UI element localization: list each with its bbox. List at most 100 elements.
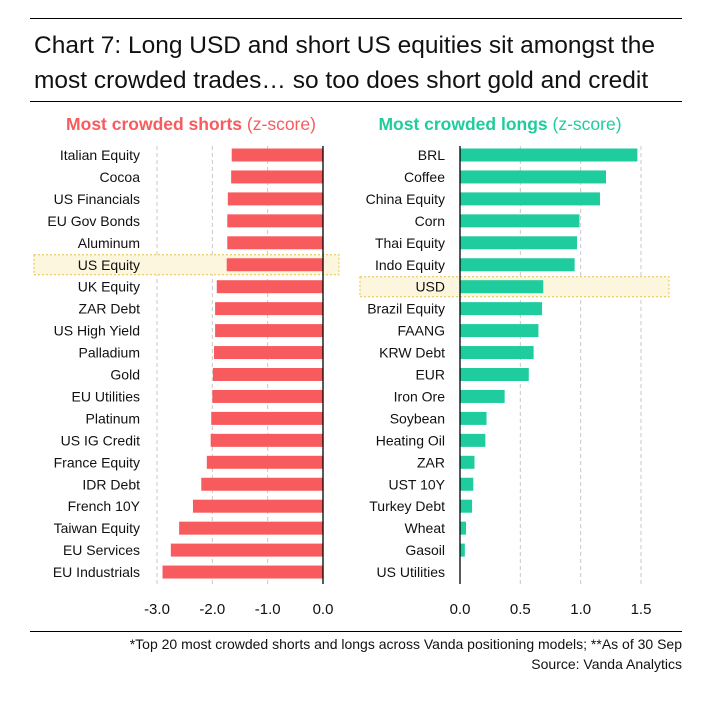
longs-category-label: Brazil Equity bbox=[367, 301, 445, 317]
longs-category-label: Wheat bbox=[405, 520, 446, 536]
longs-category-label: Iron Ore bbox=[394, 388, 446, 404]
longs-bar bbox=[460, 236, 578, 250]
shorts-bar bbox=[211, 411, 323, 425]
longs-bar bbox=[460, 389, 505, 403]
shorts-category-label: UK Equity bbox=[78, 279, 140, 295]
shorts-category-label: EU Gov Bonds bbox=[47, 213, 140, 229]
shorts-bar bbox=[227, 214, 323, 228]
shorts-category-label: US IG Credit bbox=[61, 432, 140, 448]
longs-category-label: FAANG bbox=[398, 323, 445, 339]
longs-bar bbox=[460, 411, 487, 425]
shorts-category-label: Palladium bbox=[79, 345, 140, 361]
shorts-category-label: Italian Equity bbox=[60, 147, 140, 163]
longs-bar bbox=[460, 499, 473, 513]
shorts-bar bbox=[231, 170, 323, 184]
shorts-category-label: EU Industrials bbox=[53, 564, 140, 580]
longs-panel: Most crowded longs (z-score) BRL Coffee Chi… bbox=[359, 114, 670, 618]
longs-bar bbox=[460, 148, 638, 162]
shorts-category-label: US Financials bbox=[54, 191, 140, 207]
shorts-tick-label: 0.0 bbox=[313, 601, 334, 618]
longs-category-label: BRL bbox=[418, 147, 445, 163]
shorts-bar bbox=[162, 565, 323, 579]
longs-panel-title-unit: (z-score) bbox=[548, 114, 622, 134]
shorts-category-label: Cocoa bbox=[100, 169, 141, 185]
longs-bar bbox=[460, 170, 607, 184]
longs-category-label: UST 10Y bbox=[388, 476, 445, 492]
longs-category-label: Thai Equity bbox=[375, 235, 445, 251]
longs-category-label: Heating Oil bbox=[376, 432, 445, 448]
chart-area: Most crowded shorts (z-score) Italian Equ… bbox=[33, 114, 670, 618]
shorts-bar bbox=[212, 389, 323, 403]
shorts-bar bbox=[215, 302, 323, 316]
shorts-bar bbox=[213, 346, 323, 360]
longs-panel-title: Most crowded longs (z-score) bbox=[378, 114, 621, 134]
longs-bar bbox=[460, 455, 475, 469]
longs-panel-title-main: Most crowded longs bbox=[378, 114, 547, 134]
title-rule bbox=[30, 101, 682, 102]
shorts-bar bbox=[227, 236, 323, 250]
source-note: Source: Vanda Analytics bbox=[531, 656, 682, 672]
shorts-panel-title: Most crowded shorts (z-score) bbox=[66, 114, 316, 134]
shorts-bar bbox=[201, 477, 323, 491]
shorts-tick-label: -2.0 bbox=[199, 601, 225, 618]
shorts-bar bbox=[215, 324, 323, 338]
bottom-rule bbox=[30, 631, 682, 632]
shorts-category-label: EU Utilities bbox=[72, 388, 140, 404]
shorts-category-label: EU Services bbox=[63, 542, 140, 558]
footnote: *Top 20 most crowded shorts and longs ac… bbox=[129, 636, 682, 652]
longs-category-label: Corn bbox=[415, 213, 445, 229]
shorts-bar bbox=[206, 455, 323, 469]
longs-bar bbox=[460, 543, 465, 557]
longs-category-label: China Equity bbox=[366, 191, 445, 207]
shorts-bar bbox=[216, 280, 323, 294]
shorts-panel-title-main: Most crowded shorts bbox=[66, 114, 242, 134]
shorts-category-label: French 10Y bbox=[68, 498, 141, 514]
longs-category-label: Soybean bbox=[390, 410, 445, 426]
longs-category-label: KRW Debt bbox=[379, 345, 445, 361]
shorts-category-label: Platinum bbox=[86, 410, 140, 426]
longs-category-label: USD bbox=[415, 279, 445, 295]
longs-bar bbox=[460, 521, 467, 535]
shorts-category-label: Aluminum bbox=[78, 235, 140, 251]
longs-category-label: Indo Equity bbox=[375, 257, 445, 273]
shorts-bar bbox=[210, 433, 323, 447]
shorts-category-label: ZAR Debt bbox=[79, 301, 141, 317]
longs-bar bbox=[460, 192, 600, 206]
shorts-category-label: US Equity bbox=[78, 257, 140, 273]
longs-tick-label: 1.0 bbox=[570, 601, 591, 618]
top-rule bbox=[30, 18, 682, 19]
longs-category-label: ZAR bbox=[417, 454, 445, 470]
longs-tick-label: 1.5 bbox=[631, 601, 652, 618]
shorts-category-label: IDR Debt bbox=[82, 476, 140, 492]
shorts-bar bbox=[227, 192, 323, 206]
shorts-category-label: Gold bbox=[110, 367, 140, 383]
longs-bar bbox=[460, 302, 543, 316]
longs-bar bbox=[460, 346, 534, 360]
shorts-bar bbox=[226, 258, 323, 272]
shorts-category-label: US High Yield bbox=[54, 323, 140, 339]
shorts-bar bbox=[231, 148, 323, 162]
longs-bar bbox=[460, 368, 529, 381]
shorts-bar bbox=[212, 368, 323, 381]
shorts-category-label: Taiwan Equity bbox=[54, 520, 140, 536]
longs-bar bbox=[460, 258, 575, 272]
longs-bar bbox=[460, 433, 486, 447]
longs-category-label: Turkey Debt bbox=[369, 498, 445, 514]
longs-tick-label: 0.0 bbox=[450, 601, 471, 618]
longs-bar bbox=[460, 280, 544, 294]
longs-category-label: EUR bbox=[415, 367, 445, 383]
longs-bar bbox=[460, 214, 580, 228]
shorts-bar bbox=[192, 499, 323, 513]
longs-category-label: Coffee bbox=[404, 169, 445, 185]
shorts-category-label: France Equity bbox=[54, 454, 140, 470]
longs-category-label: Gasoil bbox=[405, 542, 445, 558]
shorts-tick-label: -1.0 bbox=[255, 601, 281, 618]
longs-category-label: US Utilities bbox=[377, 564, 445, 580]
longs-tick-label: 0.5 bbox=[510, 601, 531, 618]
longs-bar bbox=[460, 477, 474, 491]
chart-title: Chart 7: Long USD and short US equities … bbox=[34, 32, 655, 94]
shorts-panel: Most crowded shorts (z-score) Italian Equ… bbox=[33, 114, 340, 618]
shorts-bar bbox=[170, 543, 323, 557]
longs-bar bbox=[460, 324, 539, 338]
shorts-tick-label: -3.0 bbox=[144, 601, 170, 618]
